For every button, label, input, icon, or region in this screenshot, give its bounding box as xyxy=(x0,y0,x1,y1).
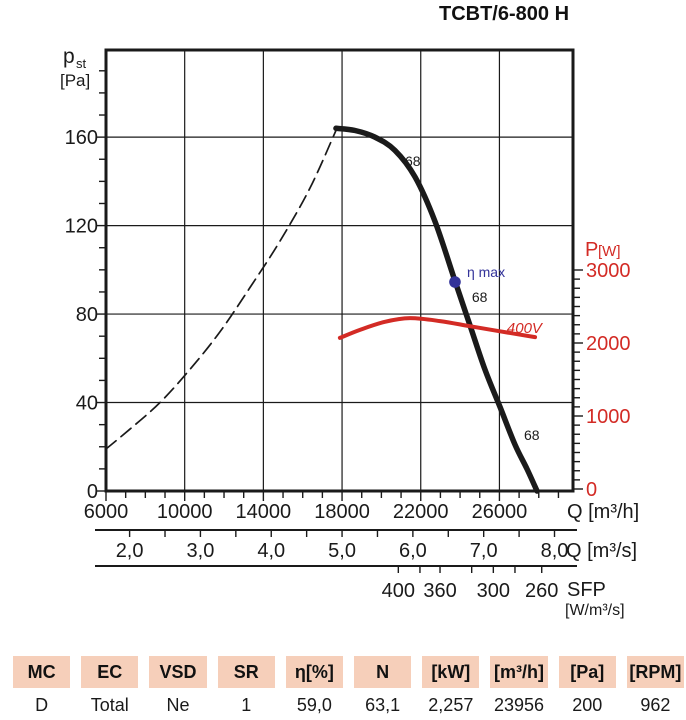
sfp-tick-label: 360 xyxy=(423,580,456,602)
spec-value-eta: 59,0 xyxy=(296,695,332,715)
y-left-axis-label: p xyxy=(63,45,75,68)
curve-label-68: 68 xyxy=(405,153,421,169)
y-right-tick-label: 3000 xyxy=(586,260,631,282)
spec-table: MC EC VSD SR η[%] N [kW] [m³/h] [Pa] [RP… xyxy=(13,656,685,716)
m3s-tick-label: 8,0 xyxy=(541,540,569,562)
m3s-tick-label: 7,0 xyxy=(470,540,498,562)
m3s-axis-label: Q [m³/s] xyxy=(566,540,637,562)
y-left-axis-unit: [Pa] xyxy=(60,71,90,90)
spec-value-m3h: 23956 xyxy=(493,695,545,715)
y-left-tick-label: 80 xyxy=(76,304,98,326)
x-axis: 6000 10000 14000 18000 22000 26000 Q [m³/h] xyxy=(84,491,639,523)
spec-header-eta: η[%] xyxy=(285,656,344,688)
spec-table-header-row: MC EC VSD SR η[%] N [kW] [m³/h] [Pa] [RP… xyxy=(13,656,685,688)
x-axis-label: Q [m³/h] xyxy=(567,501,639,523)
system-curve xyxy=(105,129,337,450)
spec-value-vsd: Ne xyxy=(166,695,190,715)
curve-label-400v: 400V xyxy=(507,320,544,337)
curve-label-68: 68 xyxy=(472,289,488,305)
y-left-tick-label: 160 xyxy=(65,127,98,149)
spec-value-n: 63,1 xyxy=(365,695,401,715)
spec-header-ec: EC xyxy=(81,656,139,688)
spec-header-rpm: [RPM] xyxy=(626,656,685,688)
y-right-axis-label: P xyxy=(585,239,598,261)
x-tick-label: 6000 xyxy=(84,501,129,523)
eta-max: η max xyxy=(449,264,505,288)
eta-max-label: η max xyxy=(467,264,505,280)
m3s-tick-label: 3,0 xyxy=(187,540,215,562)
sfp-axis: 400 360 300 260 SFP[W/m³/s] xyxy=(95,565,625,619)
sfp-tick-label: 400 xyxy=(382,580,415,602)
curve-label-68: 68 xyxy=(524,427,540,443)
spec-header-kw: [kW] xyxy=(422,656,480,688)
spec-table-value-row: D Total Ne 1 59,0 63,1 2,257 23956 200 9… xyxy=(13,694,684,716)
m3s-tick-label: 2,0 xyxy=(116,540,144,562)
m3s-tick-label: 5,0 xyxy=(328,540,356,562)
sfp-axis-label: SFP xyxy=(567,579,606,601)
x-axis-m3s: 2,0 3,0 4,0 5,0 6,0 7,0 8,0Q [m³/s] xyxy=(95,529,637,562)
spec-header-mc: MC xyxy=(13,656,71,688)
eta-max-dot xyxy=(449,276,461,288)
spec-header-pa: [Pa] xyxy=(558,656,616,688)
spec-value-sr: 1 xyxy=(241,695,252,715)
y-left-axis-label-sub: st xyxy=(76,56,87,71)
sfp-tick-label: 260 xyxy=(525,580,558,602)
m3s-tick-label: 6,0 xyxy=(399,540,427,562)
spec-value-pa: 200 xyxy=(572,695,603,715)
spec-header-m3h: [m³/h] xyxy=(490,656,548,688)
spec-value-kw: 2,257 xyxy=(428,695,474,715)
y-left-tick-label: 0 xyxy=(87,481,98,503)
x-tick-label: 14000 xyxy=(236,501,292,523)
y-right-tick-label: 2000 xyxy=(586,333,631,355)
x-tick-label: 18000 xyxy=(314,501,370,523)
power-curve xyxy=(337,316,538,340)
spec-value-ec: Total xyxy=(90,695,129,715)
x-tick-label: 26000 xyxy=(472,501,528,523)
fan-curve xyxy=(333,125,540,494)
x-tick-label: 22000 xyxy=(393,501,449,523)
spec-header-sr: SR xyxy=(217,656,275,688)
spec-header-n: N xyxy=(354,656,412,688)
y-left-axis: 0 40 80 120 160 p st[Pa] xyxy=(60,45,106,503)
m3s-tick-label: 4,0 xyxy=(257,540,285,562)
chart-title: TCBT/6-800 H xyxy=(438,3,570,25)
curve-annotations: 68 68 68 400V xyxy=(405,153,544,443)
y-right-tick-label: 1000 xyxy=(586,406,631,428)
curves xyxy=(105,125,540,494)
x-tick-label: 10000 xyxy=(157,501,213,523)
y-left-tick-label: 120 xyxy=(65,216,98,238)
y-right-axis-unit: [W] xyxy=(598,243,621,260)
spec-value-rpm: 962 xyxy=(640,695,671,715)
spec-value-mc: D xyxy=(35,695,49,715)
sfp-tick-label: 300 xyxy=(477,580,510,602)
y-right-tick-label: 0 xyxy=(586,479,597,501)
spec-header-vsd: VSD xyxy=(149,656,207,688)
sfp-axis-unit: [W/m³/s] xyxy=(565,602,625,619)
y-left-tick-label: 40 xyxy=(76,393,98,415)
gridlines xyxy=(106,50,573,491)
